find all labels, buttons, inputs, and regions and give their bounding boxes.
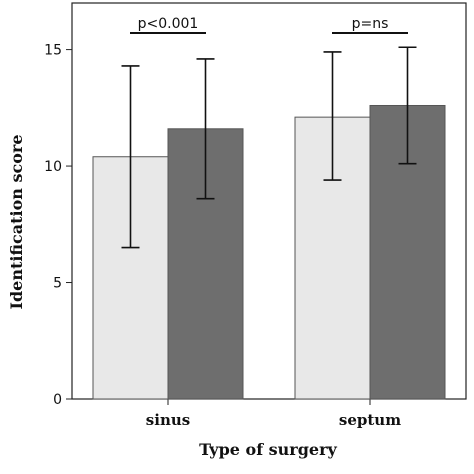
x-axis-title: Type of surgery xyxy=(199,440,337,459)
plot-frame xyxy=(71,2,467,400)
y-tick-label: 15 xyxy=(44,43,62,59)
y-axis-title: Identification score xyxy=(7,134,26,309)
y-tick-label: 5 xyxy=(53,276,62,292)
y-tick-label: 10 xyxy=(44,159,62,175)
y-tick-label: 0 xyxy=(53,392,62,408)
x-tick-label-septum: septum xyxy=(339,411,401,429)
significance-label-sinus: p<0.001 xyxy=(138,16,199,32)
x-tick-label-sinus: sinus xyxy=(146,411,190,429)
significance-label-septum: p=ns xyxy=(352,16,389,32)
